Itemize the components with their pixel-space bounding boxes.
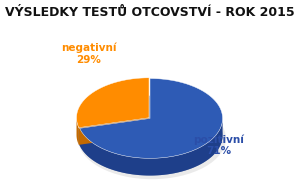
Text: pozitivní
71%: pozitivní 71% — [193, 134, 244, 156]
Polygon shape — [79, 118, 149, 145]
Polygon shape — [80, 119, 223, 176]
Text: negativní
29%: negativní 29% — [61, 42, 117, 65]
Polygon shape — [80, 79, 223, 158]
Polygon shape — [76, 78, 149, 128]
Polygon shape — [76, 118, 79, 145]
Polygon shape — [80, 118, 150, 146]
Ellipse shape — [78, 98, 226, 179]
Text: VÝSLEDKY TESTŮ OTCOVSTVÍ - ROK 2015: VÝSLEDKY TESTŮ OTCOVSTVÍ - ROK 2015 — [5, 6, 295, 19]
Ellipse shape — [77, 96, 223, 176]
